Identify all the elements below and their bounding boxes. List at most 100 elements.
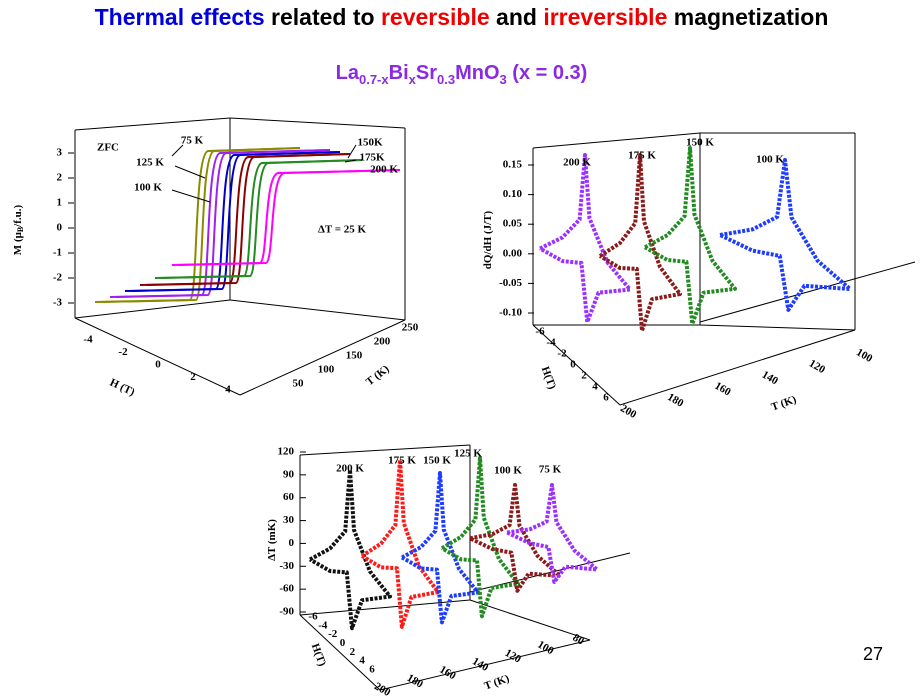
magnetization-curve (94, 147, 301, 303)
annotation: 125 K (454, 448, 482, 460)
thermal-loop (440, 456, 520, 619)
box-edge (74, 317, 241, 396)
thermal-loop (469, 483, 562, 593)
h-tick-label: -2 (557, 348, 567, 360)
t-tick-label: 120 (503, 647, 524, 666)
h-tick-label: -4 (318, 619, 328, 631)
y-tick-label: 0 (289, 537, 295, 549)
t-axis-label: T (K) (364, 363, 392, 389)
formula-sub: x (408, 72, 416, 87)
annotation: 175K (359, 152, 385, 164)
label-part: /f.u.) (12, 204, 24, 227)
label-part: dQ/dH (J/T) (482, 210, 494, 269)
y-tick-label: 0.05 (503, 218, 523, 230)
magnetization-curve (171, 169, 401, 266)
title-part: reversible (380, 4, 490, 30)
h-tick-label: 2 (350, 646, 356, 658)
h-tick-label: 0 (340, 637, 346, 649)
t-tick-label: 160 (437, 664, 458, 683)
magnetization-curve (109, 149, 331, 298)
thermal-loop (644, 146, 737, 326)
y-tick-label: 2 (57, 172, 63, 184)
magnetization-curve (115, 149, 331, 298)
h-tick-label: 2 (190, 371, 196, 383)
magnetization-curve (139, 153, 351, 286)
y-tick-label: 1 (57, 197, 63, 209)
t-tick-label: 180 (405, 672, 426, 691)
annotation-arrow (171, 189, 211, 203)
subtitle: La0.7-xBixSr0.3MnO3 (x = 0.3) (0, 62, 923, 87)
y-tick-label: -0.10 (499, 307, 522, 319)
thermal-loop (719, 158, 852, 312)
annotation: 100 K (494, 465, 522, 477)
h-tick-label: -4 (83, 334, 93, 346)
t-tick-label: 140 (760, 369, 781, 388)
box-edge (532, 132, 701, 149)
y-tick-label: 0.00 (503, 247, 523, 259)
y-tick-label: -90 (279, 606, 294, 618)
thermal-loop (598, 153, 682, 333)
label-part: M (μ (12, 231, 24, 255)
t-tick-label: 150 (346, 350, 363, 362)
annotation: 200 K (370, 164, 398, 176)
h-axis-label: H (T) (108, 377, 137, 399)
t-axis-label: T (K) (483, 672, 512, 692)
thermal-loop (309, 468, 392, 631)
h-tick-label: 4 (359, 655, 365, 667)
formula-sub: 0.3 (436, 72, 456, 87)
formula-sub: 0.7-x (358, 72, 389, 87)
magnetization-curve (100, 147, 301, 303)
box-edge (469, 599, 591, 641)
y-tick-label: 90 (283, 468, 295, 480)
box-edge (699, 261, 916, 323)
box-edge (699, 324, 856, 331)
box-edge (299, 599, 471, 616)
y-tick-label: -2 (53, 272, 63, 284)
thermal-loop (506, 483, 599, 584)
thermal-loop (360, 458, 440, 629)
title-part: magnetization (667, 4, 829, 30)
y-tick-label: 30 (283, 514, 295, 526)
t-tick-label: 160 (712, 380, 733, 399)
y-tick-label: -1 (53, 247, 62, 259)
annotation: 150 K (423, 455, 451, 467)
h-tick-label: 4 (592, 381, 598, 393)
formula-part: La (335, 62, 359, 84)
magnetization-curve (154, 159, 363, 279)
annotation: 150K (357, 137, 383, 149)
t-tick-label: 100 (854, 346, 875, 365)
box-edge (532, 324, 621, 406)
annotation: 75 K (539, 464, 562, 476)
title-part: and (489, 4, 544, 30)
y-tick-label: 3 (57, 147, 63, 159)
h-tick-label: -4 (546, 337, 556, 349)
t-axis-label: T (K) (770, 393, 799, 413)
annotation: 75 K (181, 135, 204, 147)
box-edge (229, 299, 406, 321)
y-tick-label: -30 (279, 560, 294, 572)
t-tick-label: 100 (318, 364, 335, 376)
figure-panel: 3 2 1 0 -1 -2 -3 M (μB/f.u.) -4 -2 0 2 4 H (T) 50 100 15… (12, 117, 419, 399)
title-part: related to (264, 4, 381, 30)
t-tick-label: 50 (293, 378, 305, 390)
y-axis-label: ΔT (mK) (266, 519, 278, 561)
annotation: ΔT = 25 K (318, 224, 367, 236)
h-tick-label: -2 (118, 346, 128, 358)
annotation-arrow (174, 165, 206, 179)
formula-part: MnO (455, 62, 500, 84)
y-tick-label: -60 (279, 583, 294, 595)
t-tick-label: 200 (372, 680, 393, 696)
h-axis-label: H(T) (309, 642, 328, 668)
annotation: ZFC (97, 142, 119, 154)
h-axis-label: H(T) (539, 365, 558, 391)
y-tick-label: 0.10 (503, 188, 523, 200)
t-tick-label: 140 (470, 655, 491, 674)
h-tick-label: -6 (308, 611, 318, 623)
y-tick-label: 60 (283, 491, 295, 503)
magnetization-curve (124, 151, 341, 292)
magnetization-curve (145, 153, 351, 286)
box-edge (379, 639, 591, 691)
title-part: Thermal effects (94, 4, 265, 30)
